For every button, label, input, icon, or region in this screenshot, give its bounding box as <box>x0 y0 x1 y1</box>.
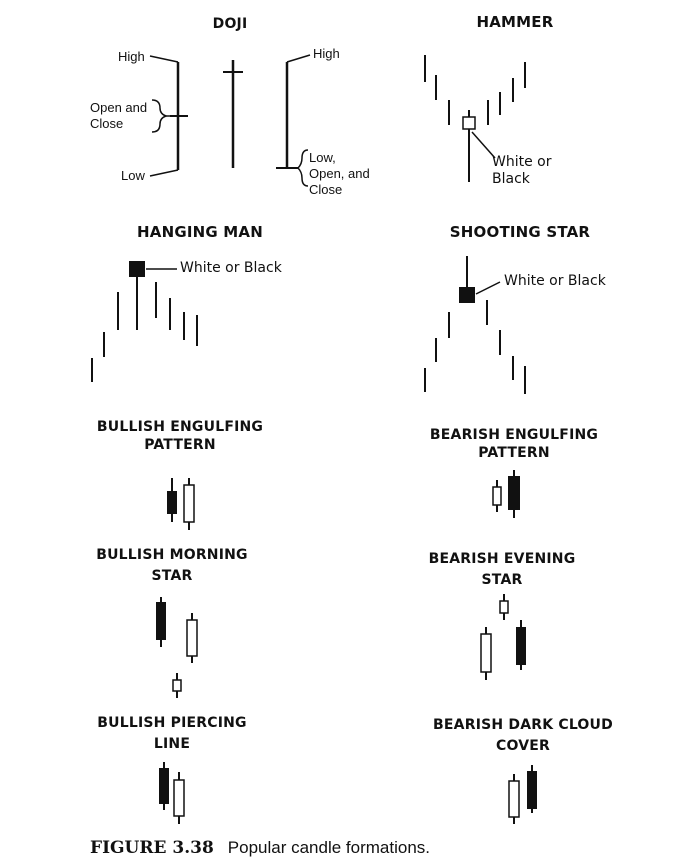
bullish-piercing-line-diagram <box>159 762 185 824</box>
hammer-color-label: White or Black <box>492 154 551 188</box>
hammer-color-label-line-1: White or <box>492 154 552 170</box>
bearish-engulfing-title: BEARISH ENGULFING PATTERN <box>404 426 624 462</box>
shooting-star-title: SHOOTING STAR <box>449 223 591 241</box>
bullish-engulfing-title-line-2: PATTERN <box>144 437 216 453</box>
figure-caption: FIGURE 3.38 Popular candle formations. <box>90 838 430 858</box>
bullish-morning-star-diagram <box>156 597 198 698</box>
bullish-morning-star-title-line-1: BULLISH MORNING <box>96 547 248 563</box>
doji-low-left-label: Low <box>121 168 145 183</box>
doji-high-right-label: High <box>313 46 340 61</box>
bullish-engulfing-diagram <box>167 478 195 530</box>
bearish-engulfing-diagram <box>492 470 520 518</box>
doji-low-open-close-line-2: Open, and <box>309 166 370 181</box>
bullish-morning-star-title: BULLISH MORNING STAR <box>72 545 272 587</box>
shooting-star-color-label: White or Black <box>504 273 606 289</box>
bearish-dark-cloud-cover-title: BEARISH DARK CLOUD COVER <box>408 715 638 757</box>
bullish-piercing-line-title-line-2: LINE <box>153 736 191 752</box>
bearish-engulfing-title-line-2: PATTERN <box>478 445 550 461</box>
doji-open-close-label: Open and Close <box>90 100 147 132</box>
doji-title: DOJI <box>212 16 248 32</box>
hanging-man-color-label: White or Black <box>180 260 282 276</box>
bullish-engulfing-title-line-1: BULLISH ENGULFING <box>96 419 264 435</box>
doji-open-close-line-1: Open and <box>90 100 148 115</box>
doji-low-open-close-line-3: Close <box>309 182 343 197</box>
figure-caption-text: Popular candle formations. <box>227 838 431 857</box>
hanging-man-diagram <box>91 261 198 382</box>
bullish-piercing-line-title-line-1: BULLISH PIERCING <box>97 715 247 731</box>
bearish-evening-star-title: BEARISH EVENING STAR <box>402 549 602 591</box>
bearish-dark-cloud-cover-title-line-1: BEARISH DARK CLOUD <box>433 717 613 733</box>
doji-low-open-close-line-1: Low, <box>309 150 336 165</box>
shooting-star-diagram <box>424 256 526 394</box>
bearish-evening-star-title-line-2: STAR <box>481 572 523 588</box>
doji-high-left-label: High <box>118 49 145 64</box>
doji-open-close-line-2: Close <box>90 116 124 131</box>
bearish-evening-star-title-line-1: BEARISH EVENING <box>428 551 576 567</box>
bullish-engulfing-title: BULLISH ENGULFING PATTERN <box>70 418 290 454</box>
bullish-morning-star-title-line-2: STAR <box>151 568 193 584</box>
hammer-color-label-line-2: Black <box>492 171 530 187</box>
doji-diagram <box>149 54 311 187</box>
hanging-man-title: HANGING MAN <box>137 223 263 241</box>
bearish-evening-star-diagram <box>480 594 526 680</box>
doji-low-open-close-label: Low, Open, and Close <box>309 150 370 198</box>
figure-number: FIGURE 3.38 <box>90 838 214 858</box>
bearish-dark-cloud-cover-diagram <box>508 765 537 824</box>
hammer-diagram <box>424 55 526 182</box>
bearish-engulfing-title-line-1: BEARISH ENGULFING <box>429 427 599 443</box>
bearish-dark-cloud-cover-title-line-2: COVER <box>496 738 550 754</box>
bullish-piercing-line-title: BULLISH PIERCING LINE <box>72 713 272 755</box>
hammer-title: HAMMER <box>476 13 554 31</box>
